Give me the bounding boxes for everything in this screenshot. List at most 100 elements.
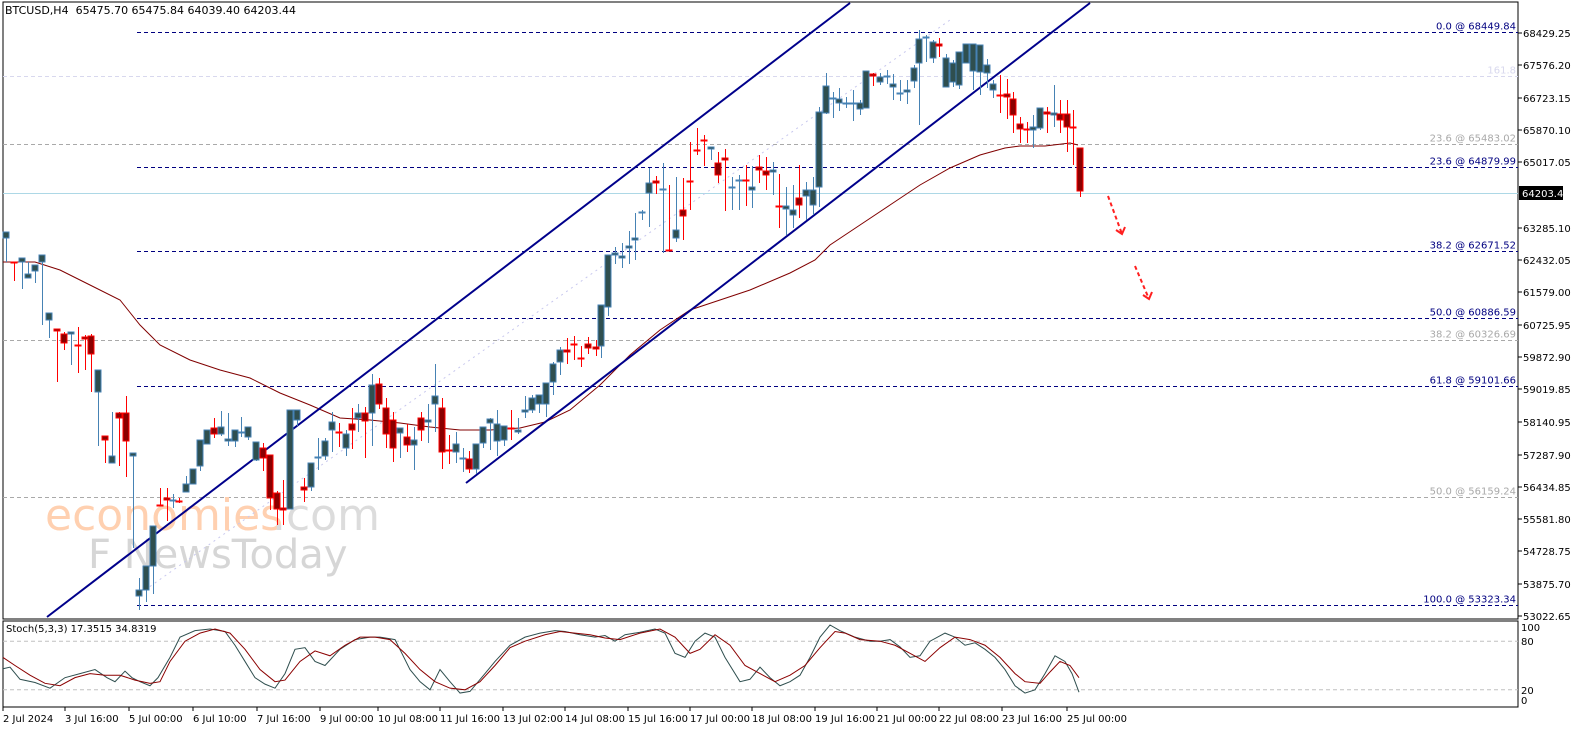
moving-average-line [3,142,1079,431]
down-arrow-icon [1134,265,1153,301]
current-price-tag [1519,186,1563,200]
symbol-timeframe: BTCUSD,H4 [5,4,69,17]
bearish-candle [935,38,943,57]
bullish-candle [321,438,329,460]
bullish-candle [182,476,190,493]
watermark-fxnewstoday: F NewsToday [88,532,348,578]
bearish-candle [382,398,390,448]
bullish-candle [815,107,823,207]
bearish-candle [775,174,783,228]
bearish-candle [101,435,109,463]
bullish-candle [149,525,157,594]
bearish-candle [417,412,425,441]
bearish-candle [10,261,18,281]
bearish-candle [1043,107,1051,133]
bullish-candle [645,168,653,227]
bullish-candle [2,231,10,262]
bullish-candle [452,432,460,463]
time-axis: 2 Jul 2024 3 Jul 16:00 5 Jul 00:00 6 Jul 10… [2,707,1127,725]
fibonacci-levels[interactable]: 0.0 @ 68449.84 161.8 23.6 @ 65483.02 23.6 @… [3,22,1518,606]
fib-level-label: 0.0 @ 68449.84 [1436,22,1516,33]
bearish-candle [1069,110,1077,165]
bearish-candle [389,412,397,462]
time-tick-label: 17 Jul 00:00 [690,714,750,725]
bearish-candle [266,454,274,510]
bearish-candle [348,408,356,449]
bullish-candle [672,177,680,242]
chart-title: BTCUSD,H4 65475.70 65475.84 64039.40 642… [5,4,296,17]
time-tick-label: 11 Jul 16:00 [440,714,500,725]
price-tick-label: 59872.90 [1523,353,1571,364]
price-tick-label: 60725.95 [1523,321,1571,332]
bearish-candle [122,396,130,477]
stochastic-lines: 100 80 200 [2,623,1540,707]
channel-line[interactable] [465,2,1091,484]
bullish-candle [314,438,322,470]
bearish-candle [115,412,123,466]
bearish-candle [1016,117,1024,143]
stoch-level-label: 80 [1521,637,1534,648]
bearish-candle [273,491,281,525]
bearish-candle [1003,79,1011,119]
bearish-candle [438,398,446,469]
bullish-candle [659,163,667,253]
time-tick-label: 9 Jul 00:00 [320,714,374,725]
bullish-candle [217,411,225,436]
bearish-candle [465,451,473,473]
channel-midline [144,19,951,591]
price-tick-label: 61579.00 [1523,288,1571,299]
bullish-candle [728,177,736,210]
bullish-candle [528,395,536,413]
bullish-candle [67,331,75,365]
price-tick-label: 55581.80 [1523,515,1571,526]
bearish-candle [721,149,729,211]
bullish-candle [962,43,970,64]
stoch-main-line [2,624,1080,694]
candlesticks [2,30,1084,610]
stoch-level-label: 0 [1521,696,1527,707]
bullish-candle [611,247,619,264]
bullish-candle [493,410,501,456]
bullish-candle [244,426,252,440]
fib-level-label: 23.6 @ 65483.02 [1430,134,1516,145]
bullish-candle [976,44,984,95]
bullish-candle [31,264,39,283]
bearish-candle [74,327,82,373]
bearish-candle [87,334,95,392]
trend-channel[interactable] [46,2,1091,618]
bullish-candle [410,427,418,470]
bullish-candle [942,54,950,88]
bearish-candle [665,185,673,252]
bullish-candle [889,74,897,100]
channel-line[interactable] [46,2,851,618]
time-tick-label: 5 Jul 00:00 [129,714,183,725]
bullish-candle [929,40,937,63]
bearish-candle [1063,100,1071,152]
bullish-candle [910,65,918,88]
bullish-candle [862,70,870,109]
bearish-candle [53,328,61,382]
price-tick-label: 65870.10 [1523,126,1571,137]
bullish-candle [896,80,904,101]
bullish-candle [514,418,522,434]
bearish-candle [156,488,164,507]
bearish-candle [175,498,183,503]
bearish-candle [755,155,763,183]
bullish-candle [521,396,529,418]
bullish-candle [472,443,480,474]
bullish-candle [94,369,102,446]
bullish-candle [18,257,26,289]
bullish-candle [989,80,997,98]
bearish-candle [1076,147,1084,197]
price-tick-label: 66723.15 [1523,94,1571,105]
stochastic-title: Stoch(5,3,3) 17.3515 34.8319 [6,624,157,635]
fib-level-label: 61.8 @ 59101.66 [1430,376,1516,387]
bullish-candle [45,312,53,338]
time-tick-label: 14 Jul 08:00 [565,714,625,725]
bullish-candle [842,97,850,108]
bullish-candle [915,30,923,125]
bullish-candle [883,70,891,84]
price-tick-label: 58140.95 [1523,418,1571,429]
